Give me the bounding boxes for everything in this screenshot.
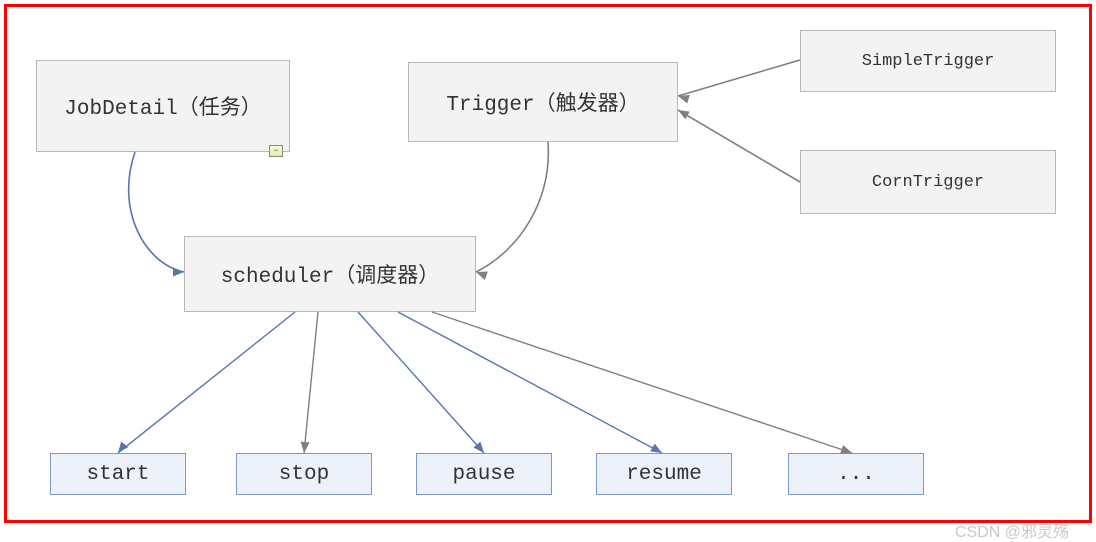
diagram-canvas: JobDetail（任务） − Trigger（触发器） SimpleTrigg… xyxy=(0,0,1096,540)
node-stop: stop xyxy=(236,453,372,495)
node-jobdetail: JobDetail（任务） − xyxy=(36,60,290,152)
node-simpletrigger: SimpleTrigger xyxy=(800,30,1056,92)
node-label: scheduler（调度器） xyxy=(221,259,439,289)
collapse-icon[interactable]: − xyxy=(269,145,283,157)
node-pause: pause xyxy=(416,453,552,495)
node-label: CornTrigger xyxy=(872,173,984,192)
node-label: stop xyxy=(279,463,329,486)
node-resume: resume xyxy=(596,453,732,495)
node-label: resume xyxy=(626,463,702,486)
watermark: CSDN @邪灵殇 xyxy=(955,518,1069,542)
node-scheduler: scheduler（调度器） xyxy=(184,236,476,312)
node-label: ... xyxy=(837,463,875,486)
node-start: start xyxy=(50,453,186,495)
node-trigger: Trigger（触发器） xyxy=(408,62,678,142)
node-label: JobDetail（任务） xyxy=(64,91,261,121)
node-label: SimpleTrigger xyxy=(862,52,995,71)
node-more: ... xyxy=(788,453,924,495)
node-corntrigger: CornTrigger xyxy=(800,150,1056,214)
watermark-text: CSDN @邪灵殇 xyxy=(955,524,1069,541)
node-label: start xyxy=(86,463,149,486)
node-label: Trigger（触发器） xyxy=(446,87,639,117)
node-label: pause xyxy=(452,463,515,486)
